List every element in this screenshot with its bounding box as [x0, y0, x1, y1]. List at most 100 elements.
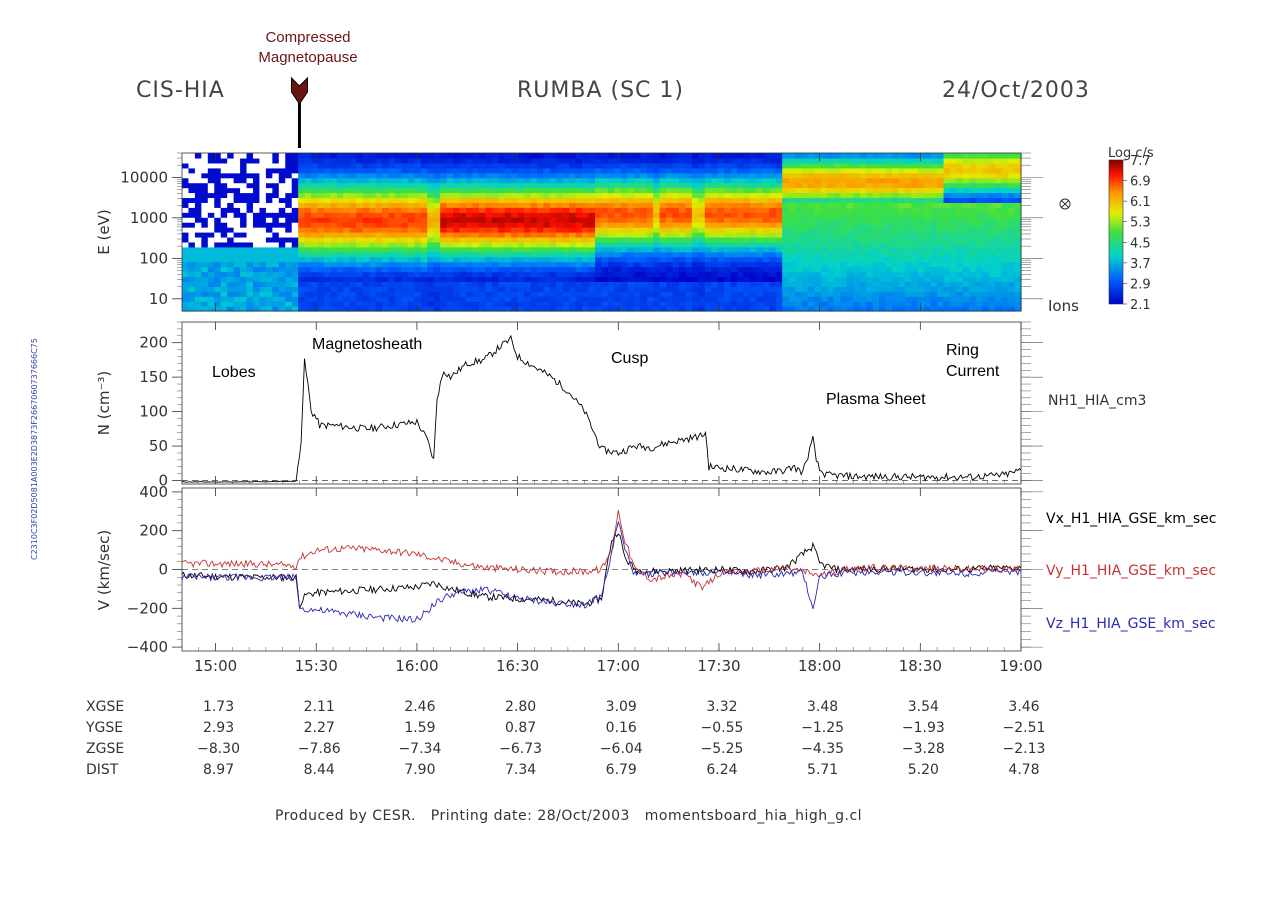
heatmap-cell	[356, 167, 364, 174]
heatmap-cell	[511, 153, 519, 159]
heatmap-cell	[382, 286, 390, 292]
heatmap-cell	[562, 306, 570, 312]
heatmap-cell	[414, 276, 422, 282]
heatmap-cell	[459, 271, 467, 278]
heatmap-cell	[414, 172, 422, 179]
heatmap-cell	[943, 217, 951, 223]
heatmap-cell	[801, 192, 809, 199]
heatmap-cell	[898, 172, 906, 179]
heatmap-cell	[524, 232, 532, 238]
heatmap-cell	[420, 256, 428, 263]
heatmap-cell	[375, 182, 383, 189]
heatmap-cell	[775, 306, 783, 312]
ephemeris-cell: 4.78	[1008, 762, 1040, 778]
heatmap-cell	[388, 217, 396, 223]
heatmap-cell	[975, 281, 983, 287]
heatmap-cell	[336, 217, 344, 223]
heatmap-cell	[962, 291, 970, 297]
heatmap-cell	[666, 271, 674, 278]
heatmap-cell	[846, 197, 854, 203]
heatmap-cell	[485, 202, 493, 208]
heatmap-cell	[278, 197, 286, 203]
heatmap-cell	[188, 301, 196, 307]
heatmap-cell	[265, 291, 273, 297]
heatmap-cell	[252, 251, 261, 258]
heatmap-cell	[724, 177, 732, 184]
magnetosheath-label: Magnetosheath	[312, 336, 423, 353]
heatmap-cell	[278, 296, 286, 302]
heatmap-cell	[356, 177, 364, 184]
heatmap-cell	[517, 182, 525, 189]
heatmap-cell	[962, 153, 970, 159]
heatmap-cell	[898, 197, 906, 203]
heatmap-cell	[962, 251, 970, 258]
heatmap-cell	[433, 286, 441, 292]
heatmap-cell	[188, 232, 196, 238]
heatmap-cell	[582, 222, 590, 228]
heatmap-cell	[349, 153, 357, 159]
heatmap-cell	[982, 202, 990, 208]
heatmap-cell	[317, 296, 325, 302]
heatmap-cell	[827, 157, 835, 164]
heatmap-cell	[543, 187, 551, 194]
heatmap-cell	[1014, 192, 1022, 199]
heatmap-cell	[233, 212, 241, 218]
heatmap-cell	[201, 271, 209, 278]
heatmap-cell	[737, 276, 745, 282]
heatmap-cell	[782, 153, 790, 159]
heatmap-cell	[472, 167, 480, 174]
heatmap-cell	[369, 222, 377, 228]
heatmap-cell	[485, 276, 493, 282]
heatmap-cell	[1001, 172, 1009, 179]
heatmap-cell	[601, 256, 609, 263]
heatmap-cell	[879, 217, 887, 223]
heatmap-cell	[478, 153, 486, 159]
heatmap-cell	[272, 241, 280, 248]
heatmap-cell	[311, 256, 319, 263]
heatmap-cell	[491, 261, 499, 268]
heatmap-cell	[1014, 187, 1022, 194]
heatmap-cell	[298, 162, 306, 169]
heatmap-cell	[653, 197, 661, 203]
heatmap-cell	[659, 227, 667, 233]
heatmap-cell	[336, 227, 344, 233]
heatmap-cell	[724, 222, 732, 228]
heatmap-cell	[827, 202, 835, 208]
heatmap-cell	[414, 157, 422, 164]
heatmap-cell	[207, 236, 215, 243]
heatmap-cell	[607, 286, 615, 292]
heatmap-cell	[375, 167, 383, 174]
heatmap-cell	[504, 187, 512, 194]
heatmap-cell	[730, 172, 738, 179]
heatmap-cell	[904, 236, 912, 243]
heatmap-cell	[775, 291, 783, 297]
heatmap-cell	[975, 251, 983, 258]
heatmap-cell	[511, 202, 519, 208]
heatmap-cell	[304, 192, 312, 199]
heatmap-cell	[401, 202, 409, 208]
heatmap-cell	[240, 192, 248, 199]
heatmap-cell	[414, 286, 422, 292]
heatmap-cell	[323, 291, 332, 297]
heatmap-cell	[930, 246, 938, 253]
heatmap-cell	[291, 157, 299, 164]
heatmap-cell	[717, 246, 725, 253]
heatmap-cell	[569, 177, 577, 184]
heatmap-cell	[188, 286, 196, 292]
heatmap-cell	[465, 236, 474, 243]
heatmap-cell	[362, 182, 370, 189]
heatmap-cell	[937, 197, 945, 203]
heatmap-cell	[653, 182, 661, 189]
heatmap-cell	[601, 246, 609, 253]
heatmap-cell	[369, 227, 377, 233]
heatmap-cell	[659, 192, 667, 199]
heatmap-cell	[975, 241, 983, 248]
heatmap-cell	[285, 251, 293, 258]
heatmap-cell	[207, 266, 215, 273]
heatmap-cell	[1008, 251, 1016, 258]
heatmap-cell	[666, 182, 674, 189]
heatmap-cell	[304, 256, 312, 263]
heatmap-cell	[788, 197, 796, 203]
heatmap-cell	[614, 256, 622, 263]
heatmap-cell	[356, 217, 364, 223]
